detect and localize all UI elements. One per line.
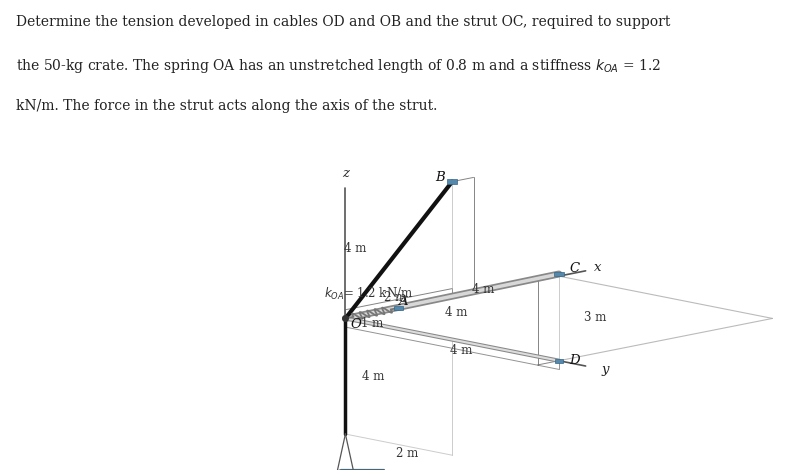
Bar: [554, 359, 563, 363]
Text: 1 m: 1 m: [361, 316, 383, 329]
Text: D: D: [569, 353, 580, 367]
Text: O: O: [351, 318, 362, 331]
Bar: [395, 306, 403, 310]
Text: B: B: [435, 171, 444, 184]
Text: kN/m. The force in the strut acts along the axis of the strut.: kN/m. The force in the strut acts along …: [16, 99, 437, 113]
Bar: [553, 272, 564, 276]
Text: z: z: [342, 167, 349, 180]
Text: A: A: [398, 295, 407, 308]
Text: 2 m: 2 m: [396, 447, 418, 460]
Text: 4 m: 4 m: [362, 370, 384, 383]
Bar: [447, 180, 458, 184]
Text: y: y: [601, 363, 609, 376]
Text: 4 m: 4 m: [445, 306, 467, 319]
Text: the 50-kg crate. The spring OA has an unstretched length of 0.8 m and a stiffnes: the 50-kg crate. The spring OA has an un…: [16, 57, 660, 75]
Text: 4 m: 4 m: [345, 242, 367, 255]
Text: x: x: [594, 261, 601, 274]
Text: Determine the tension developed in cables OD and OB and the strut OC, required t: Determine the tension developed in cable…: [16, 15, 670, 29]
Text: $k_{OA}$= 1.2 kN/m: $k_{OA}$= 1.2 kN/m: [324, 286, 413, 302]
Text: 4 m: 4 m: [473, 283, 495, 297]
Text: 2 m: 2 m: [384, 291, 406, 304]
Text: 4 m: 4 m: [451, 345, 473, 357]
Text: C: C: [570, 262, 579, 275]
Text: 3 m: 3 m: [584, 311, 606, 324]
